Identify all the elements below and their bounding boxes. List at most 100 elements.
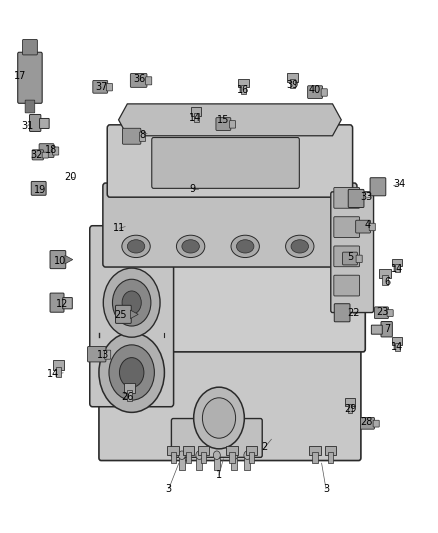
Text: 34: 34 bbox=[393, 179, 406, 189]
FancyBboxPatch shape bbox=[392, 337, 402, 345]
FancyBboxPatch shape bbox=[381, 321, 392, 337]
FancyBboxPatch shape bbox=[325, 446, 336, 455]
Text: 14: 14 bbox=[47, 369, 59, 379]
FancyBboxPatch shape bbox=[93, 80, 108, 93]
Polygon shape bbox=[119, 104, 341, 136]
Text: 40: 40 bbox=[309, 85, 321, 95]
FancyBboxPatch shape bbox=[246, 446, 258, 455]
Text: 10: 10 bbox=[53, 256, 66, 266]
Ellipse shape bbox=[286, 235, 314, 257]
FancyBboxPatch shape bbox=[369, 223, 375, 231]
Text: 14: 14 bbox=[391, 342, 403, 352]
FancyBboxPatch shape bbox=[249, 453, 254, 463]
FancyBboxPatch shape bbox=[50, 251, 66, 269]
FancyBboxPatch shape bbox=[348, 403, 353, 413]
FancyBboxPatch shape bbox=[214, 458, 220, 470]
FancyBboxPatch shape bbox=[216, 118, 231, 131]
FancyBboxPatch shape bbox=[198, 446, 209, 455]
FancyBboxPatch shape bbox=[230, 453, 235, 463]
Circle shape bbox=[122, 291, 141, 314]
FancyBboxPatch shape bbox=[356, 255, 362, 263]
Text: 6: 6 bbox=[384, 278, 390, 287]
FancyBboxPatch shape bbox=[131, 74, 147, 87]
Text: 14: 14 bbox=[189, 112, 201, 123]
Text: 29: 29 bbox=[344, 404, 356, 414]
Text: 8: 8 bbox=[140, 130, 146, 140]
Circle shape bbox=[103, 268, 160, 337]
FancyBboxPatch shape bbox=[334, 246, 360, 266]
FancyBboxPatch shape bbox=[39, 144, 54, 158]
Circle shape bbox=[202, 398, 236, 438]
Text: 18: 18 bbox=[45, 144, 57, 155]
FancyBboxPatch shape bbox=[387, 310, 393, 317]
Text: 2: 2 bbox=[262, 442, 268, 452]
FancyBboxPatch shape bbox=[244, 458, 251, 470]
FancyBboxPatch shape bbox=[179, 458, 185, 470]
FancyBboxPatch shape bbox=[63, 297, 72, 309]
Circle shape bbox=[244, 451, 251, 459]
FancyBboxPatch shape bbox=[171, 418, 262, 457]
FancyBboxPatch shape bbox=[360, 417, 374, 429]
Text: 3: 3 bbox=[323, 484, 329, 494]
FancyBboxPatch shape bbox=[395, 264, 399, 272]
FancyBboxPatch shape bbox=[238, 79, 249, 87]
Polygon shape bbox=[65, 255, 73, 264]
FancyBboxPatch shape bbox=[201, 453, 206, 463]
FancyBboxPatch shape bbox=[309, 446, 321, 455]
Text: 15: 15 bbox=[217, 115, 230, 125]
FancyBboxPatch shape bbox=[18, 52, 42, 103]
FancyBboxPatch shape bbox=[392, 259, 402, 266]
FancyBboxPatch shape bbox=[127, 390, 132, 401]
FancyBboxPatch shape bbox=[194, 113, 199, 122]
FancyBboxPatch shape bbox=[328, 453, 333, 463]
FancyBboxPatch shape bbox=[107, 125, 353, 197]
Circle shape bbox=[99, 333, 164, 413]
Text: 22: 22 bbox=[347, 308, 360, 318]
FancyBboxPatch shape bbox=[331, 192, 374, 312]
FancyBboxPatch shape bbox=[90, 225, 173, 407]
Text: 9: 9 bbox=[190, 184, 196, 195]
Text: 5: 5 bbox=[347, 252, 353, 262]
Text: 14: 14 bbox=[391, 264, 403, 274]
FancyBboxPatch shape bbox=[345, 398, 355, 406]
FancyBboxPatch shape bbox=[99, 319, 361, 461]
Text: 36: 36 bbox=[134, 75, 146, 84]
FancyBboxPatch shape bbox=[116, 305, 131, 324]
FancyBboxPatch shape bbox=[348, 189, 364, 207]
FancyBboxPatch shape bbox=[379, 269, 391, 278]
Text: 37: 37 bbox=[96, 82, 108, 92]
FancyBboxPatch shape bbox=[53, 360, 64, 369]
FancyBboxPatch shape bbox=[42, 152, 48, 158]
FancyBboxPatch shape bbox=[25, 100, 35, 113]
Ellipse shape bbox=[127, 240, 145, 253]
Text: 1: 1 bbox=[216, 470, 222, 480]
FancyBboxPatch shape bbox=[53, 147, 59, 155]
FancyBboxPatch shape bbox=[183, 446, 194, 455]
Text: 7: 7 bbox=[384, 324, 390, 334]
FancyBboxPatch shape bbox=[312, 453, 318, 463]
FancyBboxPatch shape bbox=[146, 77, 152, 85]
Text: 39: 39 bbox=[286, 80, 298, 90]
Circle shape bbox=[231, 451, 238, 459]
Text: 28: 28 bbox=[360, 417, 373, 427]
FancyBboxPatch shape bbox=[22, 39, 37, 55]
FancyBboxPatch shape bbox=[343, 252, 357, 265]
FancyBboxPatch shape bbox=[196, 458, 202, 470]
Polygon shape bbox=[131, 310, 138, 319]
Ellipse shape bbox=[291, 240, 308, 253]
FancyBboxPatch shape bbox=[307, 86, 322, 99]
FancyBboxPatch shape bbox=[230, 120, 236, 128]
FancyBboxPatch shape bbox=[231, 458, 237, 470]
FancyBboxPatch shape bbox=[334, 188, 360, 208]
FancyBboxPatch shape bbox=[373, 420, 379, 427]
FancyBboxPatch shape bbox=[334, 275, 360, 296]
Text: 13: 13 bbox=[97, 350, 110, 360]
Circle shape bbox=[213, 451, 220, 459]
Text: 19: 19 bbox=[34, 185, 46, 196]
FancyBboxPatch shape bbox=[167, 446, 179, 455]
Text: 32: 32 bbox=[31, 150, 43, 160]
Text: 11: 11 bbox=[113, 223, 126, 233]
Ellipse shape bbox=[182, 240, 199, 253]
FancyBboxPatch shape bbox=[39, 118, 49, 128]
FancyBboxPatch shape bbox=[287, 73, 298, 82]
